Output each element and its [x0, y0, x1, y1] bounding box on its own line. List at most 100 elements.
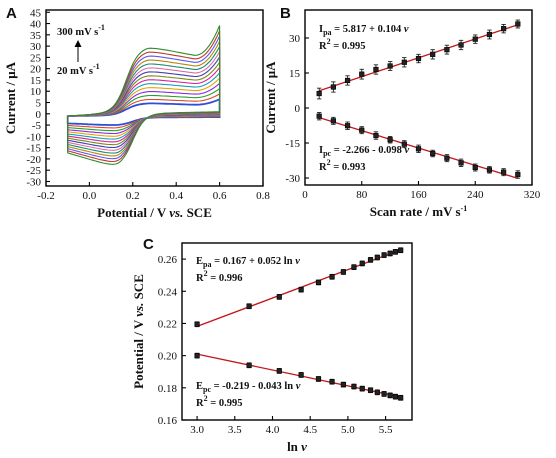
panel-B-ytick-label: -30: [285, 173, 300, 185]
panel-A-ylabel: Current / μA: [3, 61, 18, 134]
panel-C-point: [374, 389, 380, 395]
panel-A-xtick-label: 0.6: [213, 190, 227, 202]
panel-A-xtick-label: 0.0: [83, 190, 97, 202]
panel-B-r2-ipc: R2 = 0.993: [319, 158, 365, 173]
panel-C-point: [315, 376, 322, 382]
panel-A-legend-bottom: 20 mV s-1: [57, 62, 100, 77]
panel-B-point: [501, 169, 507, 175]
panel-A-ytick-label: 0: [36, 109, 42, 121]
panel-B-point: [415, 146, 422, 152]
panel-C-point: [374, 254, 380, 261]
panel-A-ytick-label: -30: [26, 176, 41, 188]
panel-C-label: C: [143, 236, 154, 253]
panel-C-point: [298, 287, 304, 293]
panel-B-annotation-ipc: Ipc = -2.266 - 0.098 ν: [319, 145, 409, 158]
panel-A-xtick-label: 0.4: [169, 190, 183, 202]
panel-C-point: [359, 386, 365, 392]
panel-C-point: [367, 257, 374, 263]
panel-C-ytick-label: 0.22: [158, 318, 177, 330]
panel-A-xtick-label: -0.2: [37, 190, 54, 202]
panel-A-legend-top: 300 mV s-1: [57, 23, 105, 38]
panel-B-point: [501, 26, 507, 32]
panel-B-point: [373, 66, 379, 73]
panel-B-point: [316, 113, 322, 119]
panel-B-point: [472, 36, 478, 42]
panel-C-r2-epa: R2 = 0.996: [196, 269, 242, 284]
panel-C-point: [359, 260, 365, 267]
panel-A-ytick-label: -5: [32, 120, 42, 132]
panel-C-point: [276, 294, 282, 300]
panel-B-point: [486, 167, 493, 173]
panel-A-ytick-label: 35: [30, 30, 42, 42]
panel-B-point: [515, 21, 521, 27]
panel-C-point: [351, 383, 357, 390]
panel-C-point: [387, 250, 393, 257]
panel-B-label: B: [280, 5, 291, 22]
panel-B-ylabel: Current / μA: [263, 61, 278, 134]
cv-curve-300: [67, 25, 221, 165]
panel-B-point: [330, 118, 336, 124]
panel-A-ytick-label: -10: [26, 131, 41, 143]
panel-C-point: [194, 353, 200, 359]
panel-B-point: [401, 59, 407, 65]
panel-C-point: [246, 303, 252, 309]
panel-B-point: [458, 42, 464, 48]
panel-C-frame: [181, 242, 413, 421]
panel-B-point: [430, 150, 436, 157]
panel-B-xtick-label: 320: [524, 189, 541, 201]
panel-A-arrowhead: [74, 40, 82, 47]
panel-B-xtick-label: 0: [302, 189, 308, 201]
panel-A-ytick-label: 5: [36, 98, 42, 110]
panel-C-point: [392, 249, 399, 255]
panel-A-xlabel: Potential / V vs. SCE: [97, 205, 212, 220]
panel-A-ytick-label: 30: [30, 41, 42, 53]
panel-A-ytick-label: 15: [30, 75, 42, 87]
panel-C-point: [392, 394, 399, 400]
panel-A-ytick-label: 40: [30, 19, 42, 31]
panel-C-xtick-label: 3.0: [190, 424, 204, 436]
panel-B-xtick-label: 240: [467, 189, 484, 201]
panel-B-ytick-label: 0: [295, 103, 301, 115]
panel-A-xtick-label: 0.2: [126, 190, 140, 202]
panel-C-point: [381, 391, 387, 397]
panel-B-annotation-ipa: Ipa = 5.817 + 0.104 ν: [319, 24, 409, 37]
panel-B-point: [359, 71, 365, 77]
panel-A-ytick-label: -25: [26, 165, 41, 177]
panel-C-point: [329, 379, 335, 385]
panel-C-ytick-label: 0.16: [158, 415, 178, 427]
panel-C-xtick-label: 4.5: [303, 424, 317, 436]
panel-C-point: [276, 368, 282, 374]
panel-B-ytick-label: 30: [289, 33, 301, 45]
panel-C-point: [387, 392, 393, 398]
panel-B-point: [373, 132, 379, 139]
panel-B-xlabel: Scan rate / mV s-1: [370, 204, 467, 219]
panel-C-xtick-label: 3.5: [228, 424, 242, 436]
panel-B-point: [387, 137, 393, 143]
panel-A-ytick-label: -20: [26, 154, 41, 166]
panel-B-point: [515, 171, 521, 178]
panel-C-point: [398, 395, 404, 401]
panel-B-point: [430, 51, 436, 57]
panel-C-point: [367, 387, 374, 393]
panel-C-point: [340, 381, 346, 388]
panel-C-xtick-label: 4.0: [266, 424, 280, 436]
cv-curve-40: [67, 92, 221, 129]
panel-B-point: [444, 47, 450, 53]
panel-B-point: [387, 63, 393, 69]
panel-C-r2-epc: R2 = 0.995: [196, 394, 242, 409]
panel-B-point: [472, 164, 478, 171]
panel-B-xtick-label: 80: [356, 189, 368, 201]
panel-A: -0.2 0.0 0.2 0.4 0.6 0.8 -30-25-20-15-10-50510…: [3, 5, 270, 220]
panel-A-ytick-label: 45: [30, 7, 42, 19]
panel-B-point: [401, 141, 407, 147]
panel-B: 0 80 160 240 320 -30 -15 0 15 30 Scan rate / mV s-…: [263, 5, 541, 219]
panel-C-xlabel: ln ν: [287, 439, 307, 454]
panel-C-annotation-epa: Epa = 0.167 + 0.052 ln ν: [196, 256, 300, 269]
panel-B-point: [359, 127, 365, 133]
panel-C-point: [194, 321, 200, 327]
panel-C-ytick-label: 0.26: [158, 254, 178, 266]
panel-B-point: [458, 160, 464, 166]
panel-C-point: [340, 269, 346, 275]
panel-B-point: [316, 90, 322, 97]
